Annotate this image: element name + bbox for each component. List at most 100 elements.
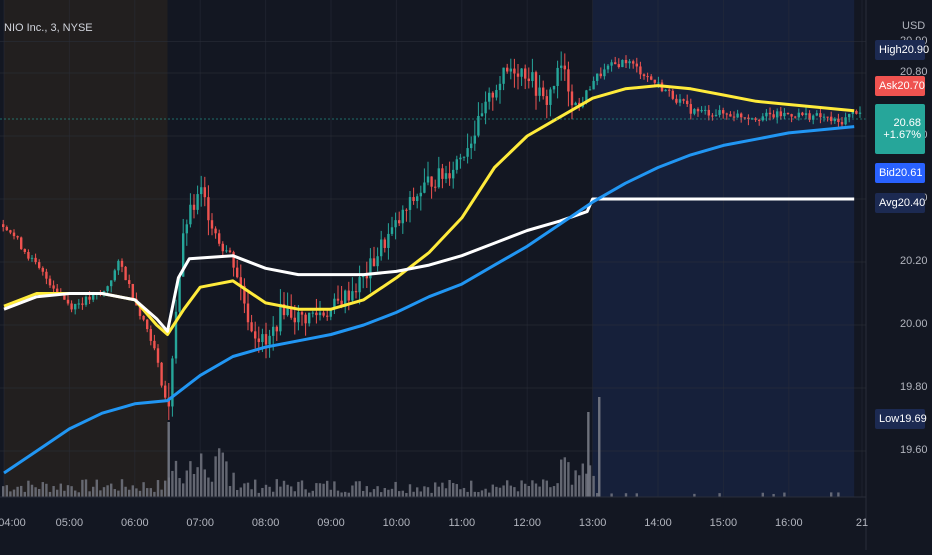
- candle-body: [340, 300, 343, 307]
- candle-body: [513, 68, 516, 74]
- volume-bar: [117, 490, 120, 497]
- candle-body: [372, 258, 376, 267]
- last-price-badge: 20.68 +1.67%: [875, 104, 925, 154]
- candle-body: [437, 168, 440, 188]
- candle-body: [290, 306, 293, 318]
- candle-body: [394, 220, 397, 228]
- candle-body: [657, 82, 660, 84]
- time-tick-label: 09:00: [317, 517, 345, 529]
- volume-bar: [448, 479, 451, 497]
- candle-body: [182, 233, 185, 277]
- time-tick-label: 11:00: [448, 517, 476, 529]
- candle-body: [617, 64, 620, 68]
- volume-bar: [106, 485, 109, 497]
- last-price-value: 20.68: [893, 117, 921, 129]
- candle-body: [642, 74, 646, 77]
- candle-body: [315, 312, 318, 316]
- candle-body: [138, 305, 142, 316]
- candle-body: [801, 112, 804, 116]
- volume-bar: [66, 485, 70, 497]
- candle-body: [308, 312, 311, 324]
- volume-bar: [63, 490, 66, 497]
- candle-body: [380, 239, 383, 257]
- candle-body: [84, 296, 88, 305]
- volume-bar: [837, 492, 840, 497]
- candle-body: [758, 119, 761, 121]
- volume-bar: [534, 483, 538, 497]
- candle-body: [405, 209, 408, 211]
- candle-body: [534, 72, 538, 96]
- time-tick-label: 15:00: [709, 517, 738, 529]
- volume-bar-spike: [167, 422, 170, 497]
- volume-bar: [45, 483, 48, 497]
- candle-body: [275, 326, 278, 332]
- bid-badge: Bid 20.61: [875, 163, 925, 183]
- volume-bar: [452, 482, 455, 497]
- symbol-title[interactable]: NIO Inc., 3, NYSE: [4, 22, 93, 34]
- volume-bar: [563, 457, 566, 497]
- candle-body: [156, 348, 160, 363]
- volume-bar: [596, 493, 599, 497]
- candle-body: [524, 68, 527, 79]
- candle-body: [311, 312, 314, 314]
- volume-bar: [149, 488, 152, 497]
- volume-bar: [286, 484, 289, 497]
- volume-bar: [164, 480, 167, 497]
- candle-body: [146, 319, 149, 330]
- candle-body: [779, 111, 782, 117]
- volume-bar: [232, 472, 235, 497]
- candle-body: [185, 224, 188, 234]
- candle-body: [650, 76, 653, 80]
- candle-body: [527, 78, 530, 82]
- volume-bar: [524, 483, 527, 497]
- volume-bar: [48, 491, 52, 497]
- volume-bar: [412, 491, 415, 497]
- volume-bar: [387, 489, 390, 497]
- candle-body: [272, 326, 275, 336]
- candle-body: [365, 275, 368, 279]
- volume-bar: [74, 490, 77, 497]
- volume-bar: [95, 479, 98, 497]
- volume-bar: [210, 481, 214, 497]
- volume-bar: [376, 486, 379, 497]
- candle-body: [203, 187, 206, 198]
- candle-body: [412, 197, 415, 202]
- candle-body: [207, 197, 210, 221]
- candle-body: [189, 204, 192, 225]
- volume-bar: [196, 467, 199, 497]
- volume-bar-spike: [587, 412, 590, 497]
- candle-body: [844, 117, 847, 125]
- volume-bar: [358, 481, 361, 497]
- volume-bar: [488, 492, 491, 497]
- volume-bar: [308, 492, 311, 497]
- candle-body: [628, 61, 631, 64]
- candle-body: [506, 67, 509, 72]
- candle-body: [783, 112, 786, 117]
- candle-body: [250, 322, 253, 332]
- volume-bar: [347, 492, 350, 497]
- volume-bar: [419, 491, 422, 497]
- volume-bar: [236, 489, 239, 497]
- candle-body: [304, 314, 307, 324]
- volume-bar: [340, 492, 343, 497]
- candle-body: [228, 250, 232, 253]
- volume-bar: [9, 491, 12, 497]
- high-value: 20.90: [901, 44, 930, 56]
- candle-body: [221, 243, 224, 252]
- volume-bar: [423, 486, 426, 497]
- candle-body: [686, 100, 689, 105]
- volume-bar: [430, 492, 433, 497]
- candle-body: [459, 157, 462, 160]
- candle-body: [9, 230, 12, 233]
- candle-body: [2, 224, 5, 228]
- candle-body: [552, 85, 556, 90]
- candle-body: [110, 280, 113, 287]
- candle-body: [538, 87, 541, 96]
- volume-bar: [189, 461, 192, 497]
- volume-bar: [610, 493, 613, 497]
- volume-bar: [477, 492, 480, 497]
- volume-bar: [383, 488, 386, 497]
- candle-body: [318, 312, 322, 316]
